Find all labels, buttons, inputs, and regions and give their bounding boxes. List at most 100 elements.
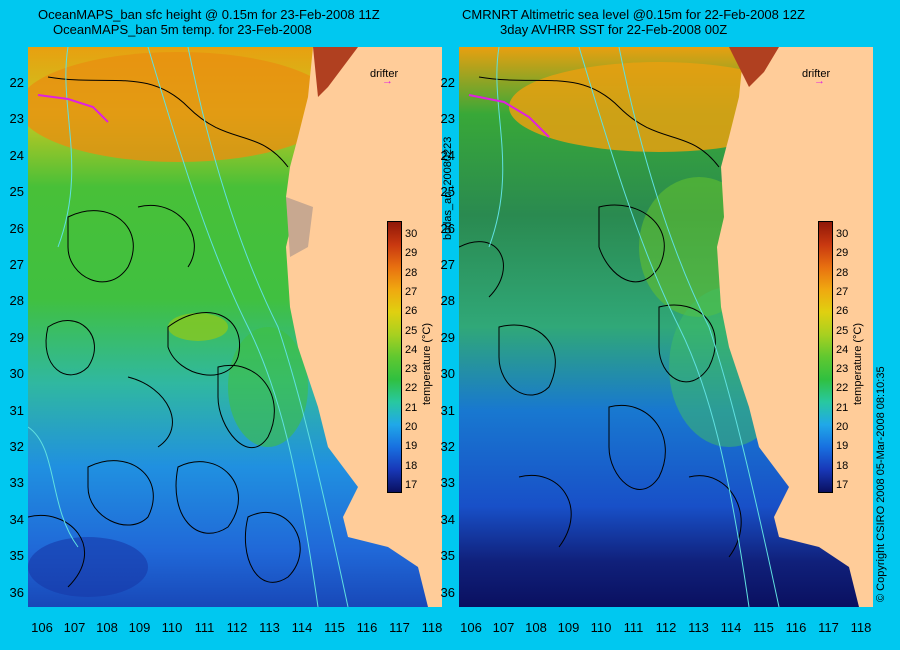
colorbar-tick: 25 — [405, 324, 418, 337]
left-map[interactable] — [28, 47, 442, 607]
right-colorbar — [818, 221, 833, 493]
left-drifter-arrow-icon: → — [382, 75, 393, 87]
lat-tick: 34 — [9, 511, 24, 527]
lon-tick: 117 — [389, 620, 410, 635]
left-land — [286, 47, 442, 607]
right-drifter-arrow-icon: → — [814, 75, 825, 87]
lon-tick: 114 — [291, 620, 313, 635]
colorbar-tick: 22 — [405, 382, 418, 395]
lon-tick: 115 — [324, 620, 345, 635]
lat-tick: 23 — [9, 111, 24, 127]
lon-tick: 110 — [161, 620, 183, 635]
lat-tick: 25 — [440, 184, 455, 200]
lat-tick: 28 — [9, 293, 24, 309]
left-colorbar — [387, 221, 402, 493]
colorbar-tick: 28 — [405, 266, 418, 279]
lat-tick: 28 — [440, 293, 455, 309]
lon-tick: 106 — [31, 620, 53, 635]
colorbar-tick: 24 — [405, 343, 418, 356]
lon-tick: 117 — [818, 620, 839, 635]
colorbar-tick: 21 — [405, 401, 418, 414]
lat-tick: 29 — [440, 329, 455, 345]
lon-tick: 112 — [226, 620, 248, 635]
left-drifter-label: drifter — [370, 68, 399, 80]
right-map[interactable] — [459, 47, 873, 607]
colorbar-tick: 17 — [405, 478, 418, 491]
lon-tick: 110 — [590, 620, 612, 635]
lon-tick: 107 — [492, 620, 515, 635]
colorbar-tick: 28 — [836, 266, 849, 279]
colorbar-tick: 21 — [836, 401, 849, 414]
lon-tick: 109 — [557, 620, 580, 635]
lon-tick: 109 — [128, 620, 151, 635]
lat-tick: 22 — [440, 75, 455, 90]
lat-tick: 31 — [440, 402, 455, 418]
colorbar-tick: 19 — [836, 440, 849, 453]
lon-tick: 115 — [753, 620, 774, 635]
lon-tick: 116 — [356, 620, 378, 635]
right-drifter-track — [468, 94, 550, 138]
colorbar-tick: 30 — [836, 228, 849, 240]
lat-tick: 36 — [9, 584, 24, 600]
lat-tick: 30 — [440, 366, 455, 382]
right-title-line1: CMRNRT Altimetric sea level @0.15m for 2… — [462, 7, 805, 22]
colorbar-tick: 23 — [836, 363, 849, 376]
lon-tick: 113 — [688, 620, 709, 635]
lon-tick: 113 — [259, 620, 280, 635]
lat-tick: 26 — [440, 220, 455, 236]
lat-tick: 29 — [9, 329, 24, 345]
colorbar-tick: 20 — [836, 421, 849, 433]
colorbar-tick: 18 — [405, 459, 418, 472]
colorbar-tick: 27 — [405, 285, 418, 298]
lon-tick: 112 — [655, 620, 677, 635]
colorbar-tick: 25 — [836, 324, 849, 337]
lat-tick: 33 — [9, 475, 24, 491]
colorbar-tick: 23 — [405, 363, 418, 376]
lon-tick: 107 — [63, 620, 86, 635]
lon-tick: 118 — [421, 620, 443, 635]
colorbar-tick: 20 — [405, 421, 418, 433]
left-drifter-track — [37, 94, 109, 123]
left-title-line1: OceanMAPS_ban sfc height @ 0.15m for 23-… — [38, 7, 380, 22]
lat-tick: 32 — [9, 439, 24, 454]
lat-tick: 34 — [440, 511, 455, 527]
colorbar-tick: 22 — [836, 382, 849, 395]
lat-tick: 33 — [440, 475, 455, 491]
left-title-line2: OceanMAPS_ban 5m temp. for 23-Feb-2008 — [53, 22, 312, 37]
lon-tick: 108 — [525, 620, 547, 635]
lon-tick: 114 — [720, 620, 742, 635]
colorbar-tick: 17 — [836, 478, 849, 491]
lon-tick: 111 — [194, 620, 215, 635]
lat-tick: 22 — [9, 75, 24, 90]
lon-tick: 116 — [785, 620, 807, 635]
lat-tick: 23 — [440, 111, 455, 127]
right-land — [717, 47, 873, 607]
lat-tick: 27 — [9, 257, 24, 272]
lon-tick: 118 — [850, 620, 872, 635]
lon-tick: 108 — [96, 620, 118, 635]
colorbar-tick: 26 — [836, 305, 849, 318]
lat-tick: 26 — [9, 220, 24, 236]
colorbar-tick: 30 — [405, 228, 418, 240]
lon-tick: 111 — [623, 620, 644, 635]
lon-tick: 106 — [460, 620, 482, 635]
lat-tick: 32 — [440, 439, 455, 454]
lat-tick: 36 — [440, 584, 455, 600]
colorbar-tick: 29 — [405, 247, 418, 260]
copyright-label: © Copyright CSIRO 2008 05-Mar-2008 08:10… — [875, 366, 887, 602]
colorbar-tick: 29 — [836, 247, 849, 260]
colorbar-tick: 26 — [405, 305, 418, 318]
colorbar-tick: 27 — [836, 285, 849, 298]
lat-tick: 30 — [9, 366, 24, 382]
lat-tick: 27 — [440, 257, 455, 272]
lat-tick: 31 — [9, 402, 24, 418]
lat-tick: 24 — [440, 147, 455, 163]
left-colorbar-ticks: 30 29 28 27 26 25 24 23 22 21 20 19 18 17 — [387, 221, 427, 491]
lat-tick: 35 — [9, 548, 24, 564]
right-drifter-label: drifter — [802, 68, 831, 80]
lat-tick: 35 — [440, 548, 455, 564]
right-colorbar-title: temperature (°C) — [852, 322, 864, 405]
colorbar-tick: 19 — [405, 440, 418, 453]
right-colorbar-ticks: 30 29 28 27 26 25 24 23 22 21 20 19 18 17 — [818, 221, 858, 491]
lat-tick: 24 — [9, 147, 24, 163]
